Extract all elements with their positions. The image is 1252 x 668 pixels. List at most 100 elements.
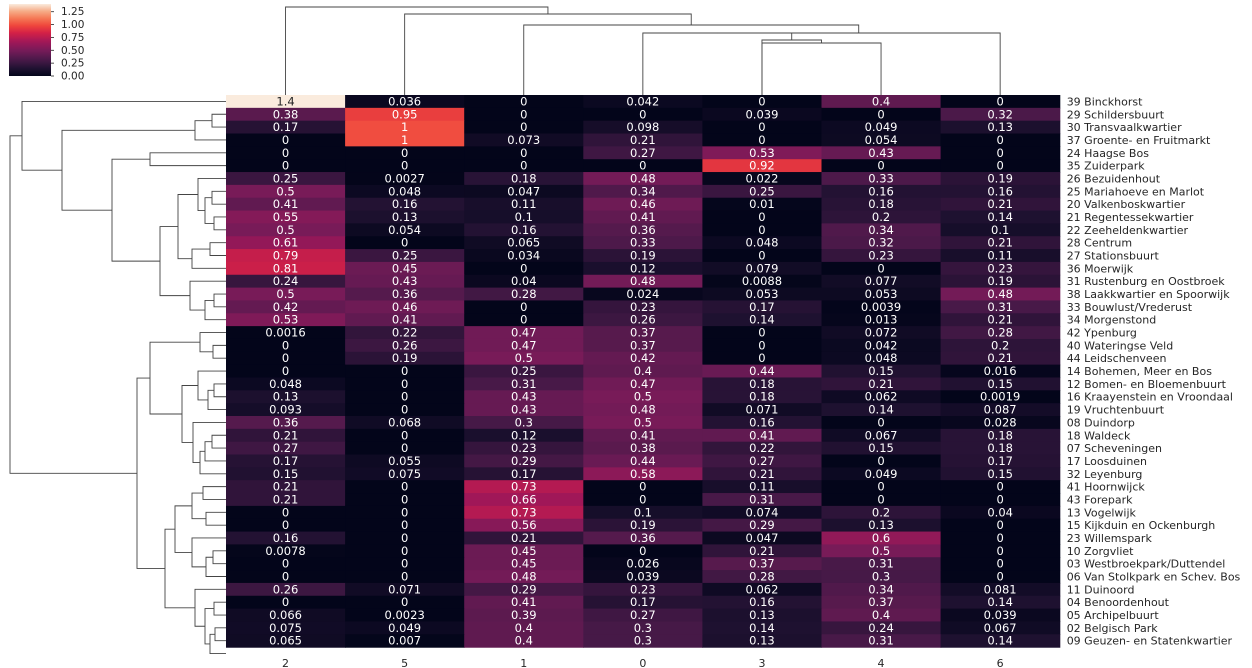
heatmap-cell	[345, 351, 465, 366]
heatmap-cell	[702, 159, 823, 173]
row-label: 41 Hoornwijck	[1067, 481, 1146, 494]
heatmap-cell	[702, 223, 823, 237]
cell-value-label: 0.074	[745, 505, 778, 519]
row-label: 12 Bomen- en Bloemenbuurt	[1067, 378, 1227, 391]
dendrogram-link	[211, 434, 226, 449]
heatmap-cell	[464, 351, 584, 366]
heatmap-cell	[345, 120, 465, 135]
heatmap-cell	[464, 300, 584, 314]
heatmap-cell	[821, 197, 942, 212]
cell-value-label: 0.45	[511, 557, 537, 571]
dendrogram-link	[159, 226, 190, 297]
cell-value-label: 0.36	[392, 287, 418, 301]
cell-value-label: 0.5	[872, 544, 890, 558]
heatmap-cell	[583, 570, 703, 584]
cell-value-label: 0.071	[745, 403, 778, 417]
cell-value-label: 0	[877, 159, 884, 173]
heatmap-cell	[345, 582, 465, 597]
cell-value-label: 0.3	[515, 415, 533, 429]
cell-value-label: 0	[996, 146, 1003, 160]
heatmap-cell	[464, 133, 584, 147]
cell-value-label: 0.26	[392, 338, 418, 352]
colorbar-tick-label: 0.75	[61, 32, 84, 44]
row-label: 28 Centrum	[1067, 237, 1132, 250]
cell-value-label: 0.3	[634, 621, 652, 635]
cell-value-label: 0	[282, 595, 289, 609]
dendrogram-link	[191, 248, 226, 269]
row-label: 37 Groente- en Fruitmarkt	[1067, 134, 1211, 147]
cell-value-label: 0.13	[749, 634, 775, 648]
cell-value-label: 0.43	[511, 390, 537, 404]
cell-value-label: 0.12	[630, 261, 656, 275]
cell-value-label: 0.25	[273, 171, 299, 185]
cell-value-label: 0	[282, 570, 289, 584]
heatmap-cell	[583, 480, 703, 494]
cell-value-label: 1	[401, 120, 408, 134]
heatmap-cell	[821, 287, 942, 302]
heatmap-cell	[345, 300, 465, 314]
cell-value-label: 0.19	[630, 518, 656, 532]
heatmap-cell	[702, 364, 823, 379]
heatmap-cell	[226, 403, 346, 417]
cell-value-label: 0.065	[507, 236, 540, 250]
heatmap-cell	[464, 326, 584, 340]
cell-value-label: 0	[401, 492, 408, 506]
cell-value-label: 0.16	[987, 184, 1013, 198]
heatmap-cell	[702, 390, 823, 404]
cell-value-label: 0.18	[868, 197, 894, 211]
dendrogram-link	[212, 344, 226, 359]
cell-value-label: 0.33	[630, 236, 656, 250]
heatmap-cell	[226, 172, 346, 186]
cell-value-label: 0.31	[868, 557, 894, 571]
cell-value-label: 0	[758, 338, 765, 352]
cell-value-label: 0	[996, 133, 1003, 147]
heatmap-cell	[345, 505, 465, 520]
row-dendrogram	[9, 100, 226, 654]
heatmap-cell	[583, 210, 703, 224]
cell-value-label: 0.15	[987, 377, 1013, 391]
cell-value-label: 0.049	[865, 467, 898, 481]
heatmap-cell	[940, 390, 1061, 404]
dendrogram-link	[205, 511, 226, 526]
cell-value-label: 0	[282, 351, 289, 365]
cell-value-label: 0	[401, 403, 408, 417]
cell-value-label: 0.27	[749, 454, 775, 468]
heatmap-cell	[583, 326, 703, 340]
cell-value-label: 0.047	[745, 531, 778, 545]
heatmap-cell	[583, 261, 703, 276]
cell-value-label: 0.0088	[742, 274, 782, 288]
heatmap-cell	[464, 595, 584, 610]
heatmap-cell	[702, 351, 823, 366]
heatmap-cell	[345, 621, 465, 635]
row-label: 05 Archipelbuurt	[1067, 609, 1160, 622]
heatmap-cell	[345, 428, 465, 443]
heatmap-cell	[583, 621, 703, 635]
heatmap-cell	[464, 428, 584, 443]
heatmap-cell	[583, 454, 703, 468]
cell-value-label: 0	[520, 120, 527, 134]
heatmap-cell	[464, 621, 584, 635]
heatmap-cell	[702, 172, 823, 186]
heatmap-cell	[583, 544, 703, 558]
heatmap-cell	[345, 544, 465, 558]
heatmap-cell	[583, 518, 703, 533]
cell-value-label: 0	[758, 223, 765, 237]
colorbar-tick-label: 0.25	[61, 58, 84, 70]
cell-value-label: 0.0027	[385, 171, 425, 185]
heatmap-cell	[226, 223, 346, 237]
heatmap-cell	[583, 274, 703, 289]
heatmap-cell	[345, 441, 465, 456]
cell-value-label: 0.0039	[861, 300, 901, 314]
cell-value-label: 0.087	[984, 403, 1017, 417]
dendrogram-link	[404, 13, 692, 95]
cell-value-label: 0.073	[507, 133, 540, 147]
cell-value-label: 0	[877, 454, 884, 468]
row-label: 18 Waldeck	[1067, 429, 1131, 442]
heatmap-cell	[345, 570, 465, 584]
heatmap-cell	[226, 570, 346, 584]
cell-value-label: 1.4	[276, 94, 294, 108]
cell-value-label: 0.2	[872, 505, 890, 519]
heatmap-cell	[226, 107, 346, 122]
row-label: 22 Zeeheldenkwartier	[1067, 224, 1189, 237]
row-label: 26 Bezuidenhout	[1067, 172, 1161, 185]
